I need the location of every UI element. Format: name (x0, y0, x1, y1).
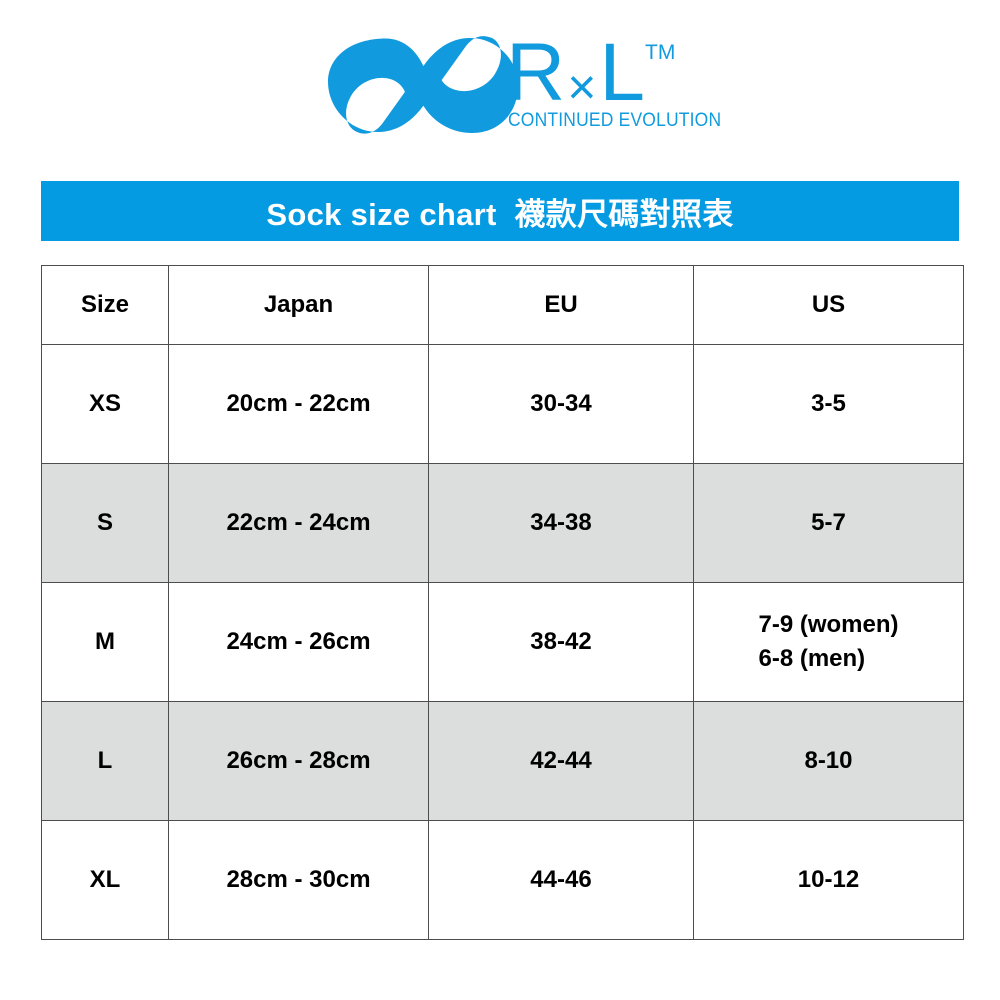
cell-size: M (41, 582, 169, 702)
cell-size: S (41, 463, 169, 583)
column-header-size: Size (41, 265, 169, 345)
cell-japan: 26cm - 28cm (168, 701, 429, 821)
cell-us-lines: 3-5 (811, 387, 846, 421)
brand-logo: R × L TM CONTINUED EVOLUTION (0, 0, 1000, 170)
cell-eu: 44-46 (428, 820, 694, 940)
table-body: XS 20cm - 22cm 30-34 3-5 S 22cm - 24cm 34-38 5-… (41, 344, 964, 940)
logo-wordmark: R × L TM CONTINUED EVOLUTION (506, 27, 721, 142)
cell-us: 8-10 (693, 701, 964, 821)
infinity-ribbon-icon (328, 36, 518, 134)
logo-inner: R × L TM CONTINUED EVOLUTION (322, 32, 721, 142)
cell-us: 10-12 (693, 820, 964, 940)
logo-letter-l: L (599, 27, 645, 118)
cell-us-line: 7-9 (women) (758, 611, 899, 638)
cell-japan: 24cm - 26cm (168, 582, 429, 702)
cell-size: XS (41, 344, 169, 464)
cell-eu: 30-34 (428, 344, 694, 464)
table-row: S 22cm - 24cm 34-38 5-7 (41, 463, 964, 583)
logo-tagline: CONTINUED EVOLUTION (508, 110, 722, 131)
logo-times-icon: × (567, 59, 597, 115)
cell-us: 5-7 (693, 463, 964, 583)
column-header-eu: EU (428, 265, 694, 345)
sock-size-table: Size Japan EU US XS 20cm - 22cm 30-34 3-5 S 2… (41, 265, 964, 940)
column-header-us: US (693, 265, 964, 345)
cell-us-line: 10-12 (797, 866, 860, 893)
cell-us: 7-9 (women) 6-8 (men) (693, 582, 964, 702)
cell-japan: 28cm - 30cm (168, 820, 429, 940)
cell-us-line: 8-10 (804, 747, 853, 774)
cell-japan: 20cm - 22cm (168, 344, 429, 464)
cell-eu: 42-44 (428, 701, 694, 821)
cell-japan: 22cm - 24cm (168, 463, 429, 583)
table-row: M 24cm - 26cm 38-42 7-9 (women) 6-8 (men) (41, 582, 964, 702)
cell-us-line: 6-8 (men) (758, 645, 866, 672)
logo-brand-row: R × L TM (506, 27, 676, 118)
cell-size: XL (41, 820, 169, 940)
logo-trademark: TM (645, 41, 676, 64)
cell-eu: 38-42 (428, 582, 694, 702)
cell-eu: 34-38 (428, 463, 694, 583)
table-row: L 26cm - 28cm 42-44 8-10 (41, 701, 964, 821)
cell-size: L (41, 701, 169, 821)
cell-us-line: 3-5 (811, 390, 846, 417)
table-header-row: Size Japan EU US (41, 265, 964, 345)
cell-us-line: 5-7 (811, 509, 846, 536)
chart-title-bar: Sock size chart 襪款尺碼對照表 (41, 181, 959, 241)
logo-letter-r: R (506, 27, 565, 118)
cell-us-lines: 5-7 (811, 506, 846, 540)
page-title: Sock size chart 襪款尺碼對照表 (266, 196, 734, 232)
cell-us-lines: 10-12 (798, 863, 859, 897)
column-header-japan: Japan (168, 265, 429, 345)
cell-us-lines: 7-9 (women) 6-8 (men) (758, 608, 898, 676)
cell-us: 3-5 (693, 344, 964, 464)
table-header: Size Japan EU US (41, 265, 964, 345)
table-row: XS 20cm - 22cm 30-34 3-5 (41, 344, 964, 464)
cell-us-lines: 8-10 (804, 744, 852, 778)
table-row: XL 28cm - 30cm 44-46 10-12 (41, 820, 964, 940)
